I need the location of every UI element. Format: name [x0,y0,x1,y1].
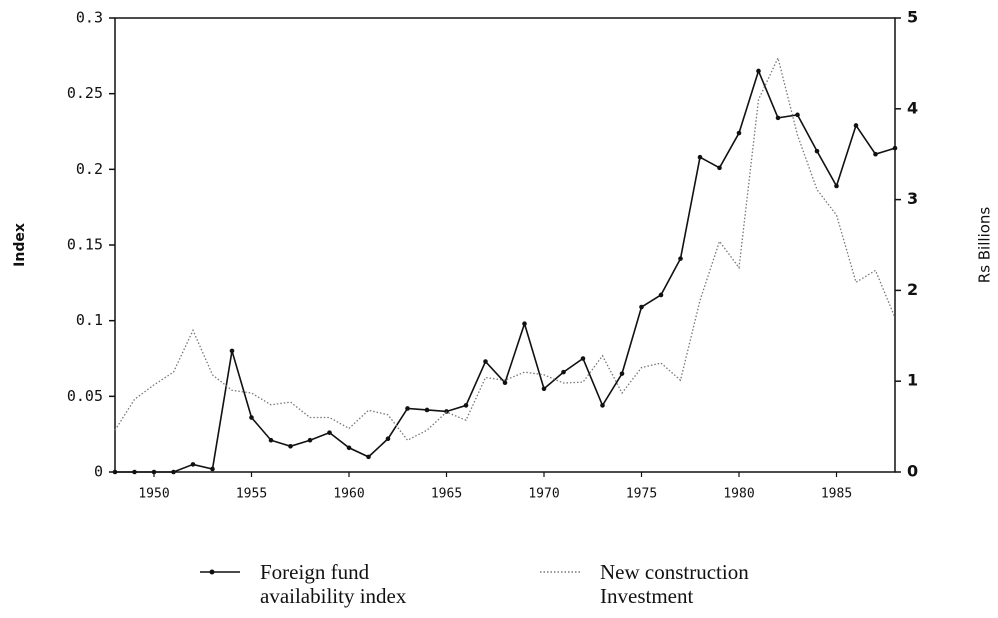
point [190,462,196,467]
point [249,415,254,420]
y2-axis-label: Rs Billions [976,207,994,284]
point [853,123,859,128]
point [327,430,332,435]
y-tick-label: 0.25 [67,84,103,102]
point [268,437,274,443]
y-tick-label: 0.05 [67,387,103,405]
point [697,154,703,160]
point [619,371,625,376]
point [522,321,527,326]
point [483,359,488,364]
point [424,407,430,413]
x-tick-label: 1960 [333,487,364,502]
y2-tick-label: 5 [907,8,918,27]
y2-tick-label: 4 [907,98,918,117]
x-tick-label: 1955 [236,487,267,502]
point [795,112,800,118]
x-tick-label: 1950 [138,487,169,502]
x-tick-label: 1965 [431,487,462,502]
y-axis-label: Index [12,223,28,267]
point [502,380,508,386]
point [171,469,176,475]
x-tick-label: 1970 [528,487,559,502]
point [775,115,781,121]
y-tick-label: 0 [94,463,103,481]
legend-marker [209,569,215,575]
point [288,443,293,449]
point [814,148,820,154]
point [873,151,878,157]
point [385,436,391,442]
y-tick-label: 0.15 [67,236,103,254]
point [132,469,137,475]
point [112,469,118,475]
point [561,369,566,375]
point [736,130,742,136]
point [834,183,839,189]
y-tick-label: 0.2 [76,160,103,178]
point [151,469,157,475]
point [366,454,371,460]
y2-tick-label: 3 [907,189,918,208]
legend-label: New construction Investment [600,560,749,608]
series-line [115,68,896,473]
point [229,348,235,354]
x-tick-label: 1975 [626,487,657,502]
point [346,445,352,451]
y2-tick-label: 0 [907,462,918,481]
point [405,406,410,411]
y2-tick-label: 1 [907,371,918,390]
plot-frame [114,17,896,473]
point [717,165,722,171]
point [600,403,605,408]
legend-label: Foreign fund availability index [260,560,407,608]
y2-tick-label: 2 [907,280,918,299]
point [210,466,215,472]
point [678,256,683,261]
point [658,292,664,298]
x-tick-label: 1980 [723,487,754,502]
point [580,356,586,361]
point [307,437,313,443]
point [756,68,761,74]
point [639,304,644,310]
y-tick-label: 0.1 [76,311,103,329]
point [892,145,898,151]
y-tick-label: 0.3 [76,9,103,27]
x-tick-label: 1985 [821,487,852,502]
point [541,386,547,392]
point [463,403,469,408]
